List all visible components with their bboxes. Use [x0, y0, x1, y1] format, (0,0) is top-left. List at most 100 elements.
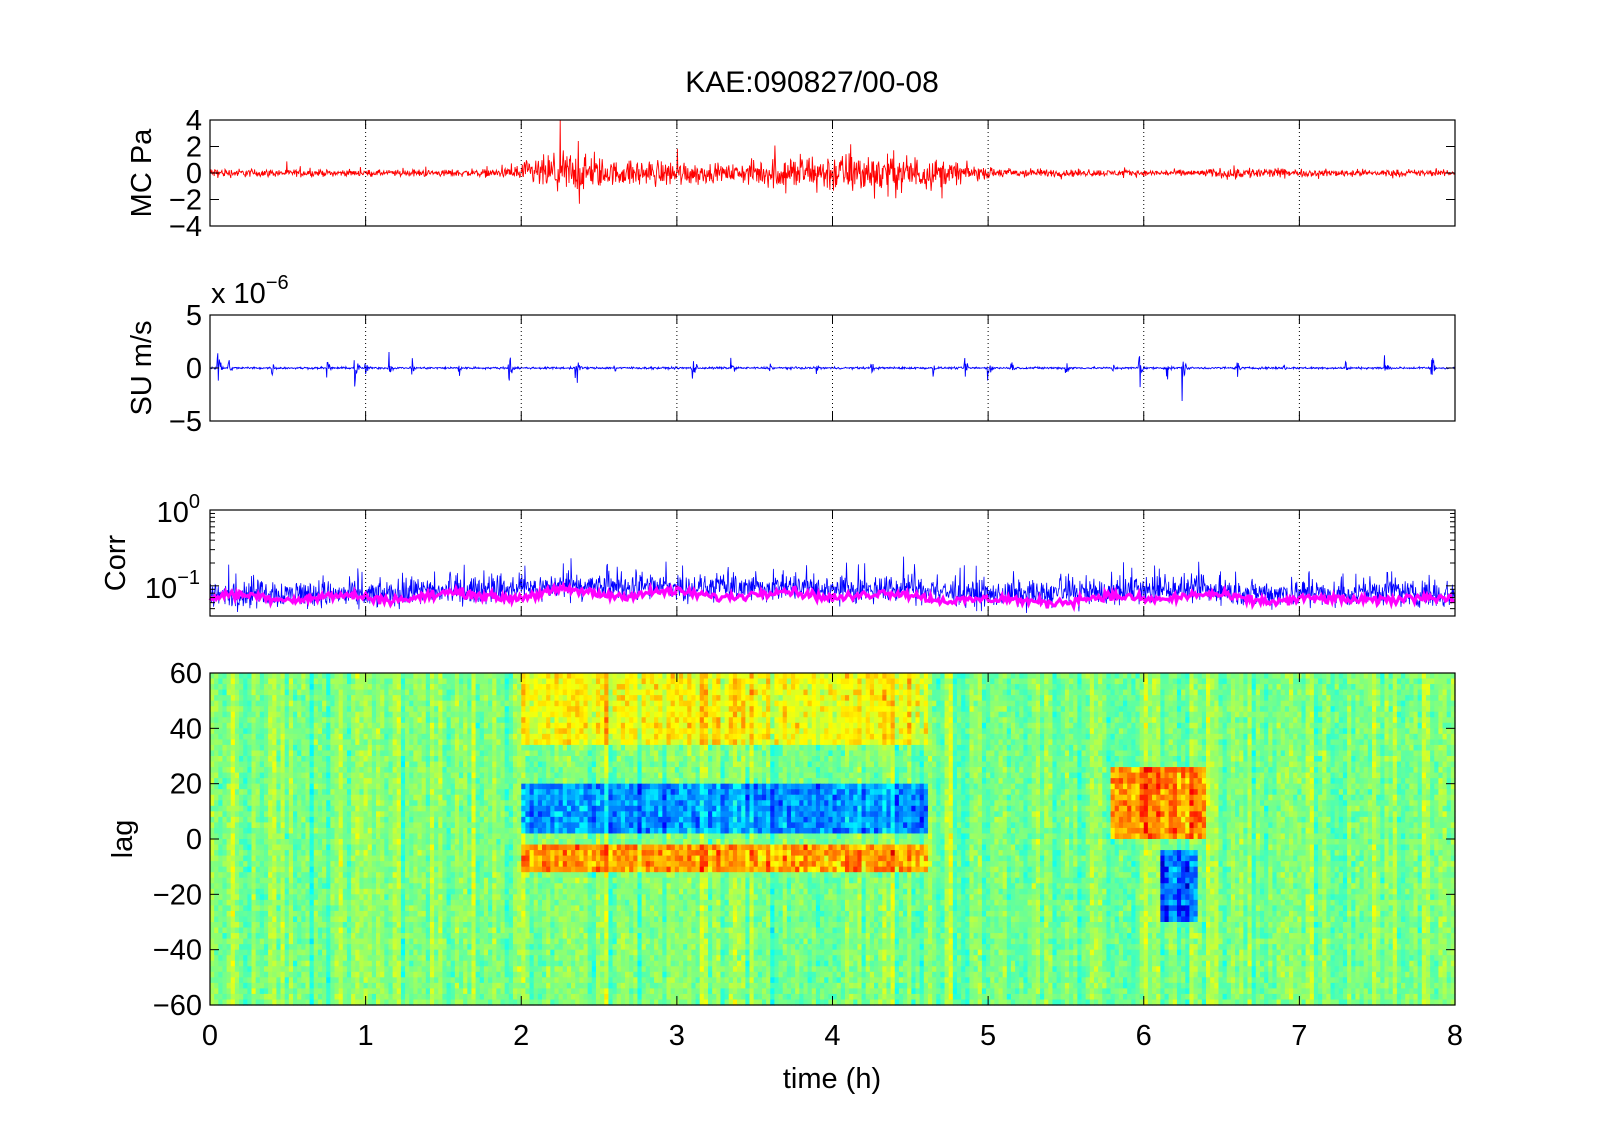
heatmap-cell	[226, 684, 232, 691]
heatmap-cell	[1347, 728, 1352, 735]
heatmap-cell	[1338, 739, 1344, 746]
heatmap-cell	[392, 711, 398, 718]
heatmap-cell	[1015, 728, 1020, 735]
heatmap-cell	[1218, 706, 1224, 713]
heatmap-cell	[1330, 684, 1336, 691]
heatmap-cell	[903, 739, 908, 746]
heatmap-cell	[1201, 733, 1207, 740]
heatmap-cell	[463, 744, 468, 752]
heatmap-cell	[1085, 739, 1091, 746]
heatmap-cell	[1442, 684, 1448, 691]
heatmap-cell	[782, 711, 788, 718]
heatmap-cell	[932, 711, 937, 718]
heatmap-cell	[1044, 744, 1049, 752]
heatmap-cell	[990, 744, 995, 752]
heatmap-cell	[961, 717, 966, 724]
heatmap-cell	[770, 756, 775, 763]
heatmap-cell	[425, 750, 431, 757]
heatmap-cell	[218, 689, 224, 696]
heatmap-cell	[828, 717, 834, 724]
heatmap-cell	[342, 695, 348, 702]
y-tick-label: −5	[169, 406, 202, 438]
heatmap-cell	[1289, 695, 1294, 702]
heatmap-cell	[1301, 750, 1307, 757]
heatmap-cell	[210, 739, 215, 746]
heatmap-cell	[878, 739, 883, 746]
heatmap-cell	[1305, 728, 1311, 735]
heatmap-cell	[591, 706, 597, 713]
heatmap-cell	[226, 678, 232, 685]
heatmap-cell	[1318, 722, 1323, 729]
heatmap-cell	[1268, 756, 1273, 763]
heatmap-cell	[384, 700, 390, 707]
heatmap-cell	[259, 706, 265, 713]
heatmap-cell	[517, 706, 522, 713]
heatmap-cell	[1189, 706, 1195, 713]
heatmap-cell	[948, 728, 954, 735]
heatmap-cell	[1064, 744, 1070, 752]
heatmap-cell	[355, 756, 360, 763]
heatmap-cell	[620, 695, 626, 702]
heatmap-cell	[355, 717, 360, 724]
heatmap-cell	[633, 728, 639, 735]
heatmap-cell	[326, 756, 331, 763]
heatmap-cell	[521, 695, 526, 702]
heatmap-cell	[214, 673, 219, 680]
heatmap-cell	[1002, 744, 1008, 752]
heatmap-cell	[1450, 756, 1456, 763]
heatmap-cell	[1425, 706, 1431, 713]
heatmap-cell	[666, 673, 672, 680]
heatmap-cell	[1392, 700, 1398, 707]
heatmap-cell	[658, 756, 663, 763]
heatmap-cell	[1438, 756, 1444, 763]
heatmap-cell	[537, 733, 543, 740]
heatmap-cell	[512, 711, 518, 718]
heatmap-cell	[1172, 750, 1178, 757]
heatmap-cell	[1027, 750, 1033, 757]
heatmap-cell	[654, 695, 659, 702]
heatmap-cell	[1409, 700, 1415, 707]
heatmap-cell	[1156, 744, 1161, 752]
heatmap-cell	[1446, 706, 1452, 713]
heatmap-cell	[309, 756, 315, 763]
heatmap-cell	[778, 733, 784, 740]
heatmap-cell	[434, 756, 439, 763]
heatmap-cell	[695, 728, 701, 735]
heatmap-cell	[251, 706, 257, 713]
heatmap-cell	[284, 756, 290, 763]
heatmap-cell	[463, 695, 468, 702]
heatmap-cell	[297, 722, 302, 729]
heatmap-cell	[1305, 756, 1311, 763]
heatmap-cell	[1056, 711, 1062, 718]
heatmap-cell	[844, 728, 850, 735]
heatmap-cell	[708, 733, 713, 740]
heatmap-cell	[1218, 733, 1224, 740]
heatmap-cell	[840, 728, 846, 735]
heatmap-cell	[737, 673, 742, 680]
heatmap-cell	[1019, 695, 1024, 702]
heatmap-cell	[1326, 739, 1332, 746]
heatmap-cell	[1052, 684, 1058, 691]
heatmap-cell	[824, 717, 829, 724]
heatmap-cell	[874, 739, 879, 746]
heatmap-cell	[1297, 711, 1303, 718]
heatmap-cell	[961, 711, 966, 718]
heatmap-cell	[1085, 750, 1091, 757]
heatmap-cell	[371, 684, 377, 691]
heatmap-cell	[546, 711, 551, 718]
heatmap-cell	[1293, 700, 1298, 707]
heatmap-cell	[911, 678, 917, 685]
heatmap-cell	[492, 744, 497, 752]
heatmap-cell	[222, 673, 228, 680]
heatmap-cell	[791, 684, 796, 691]
heatmap-cell	[359, 756, 365, 763]
heatmap-cell	[359, 706, 365, 713]
heatmap-cell	[1330, 673, 1336, 680]
heatmap-cell	[591, 689, 597, 696]
heatmap-cell	[542, 717, 547, 724]
heatmap-cell	[1002, 700, 1008, 707]
heatmap-cell	[732, 739, 738, 746]
heatmap-cell	[288, 706, 294, 713]
heatmap-cell	[986, 728, 991, 735]
heatmap-cell	[1060, 739, 1066, 746]
